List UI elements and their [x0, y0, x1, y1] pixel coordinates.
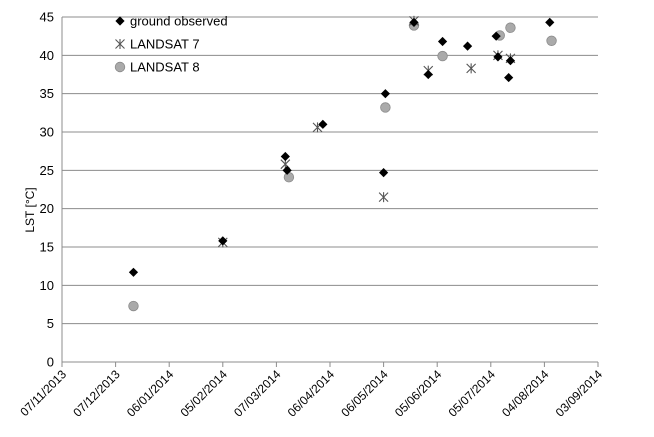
data-point [318, 119, 328, 129]
data-point [505, 22, 516, 33]
legend-marker [115, 39, 125, 49]
data-point [437, 36, 448, 47]
data-point [378, 192, 389, 203]
y-axis-label: LST [°C] [23, 187, 37, 232]
data-point [128, 300, 139, 312]
x-tick-label: 07/03/2014 [231, 367, 284, 420]
y-tick-labels: 0 5 10 15 20 25 30 35 40 45 [40, 10, 54, 370]
data-point [379, 168, 389, 178]
data-point [545, 17, 555, 27]
data-point [423, 69, 433, 80]
x-tick-label: 06/04/2014 [285, 367, 338, 420]
y-tick-label: 20 [40, 201, 54, 216]
legend-label: ground observed [130, 14, 228, 29]
y-tick-label: 25 [40, 163, 54, 178]
data-point [462, 41, 473, 51]
x-tick-labels: 07/11/2013 07/12/2013 06/01/2014 05/02/2014… [17, 367, 605, 420]
y-tick-label: 15 [40, 240, 54, 255]
legend-entry: LANDSAT 8 [114, 60, 200, 75]
y-tick-label: 30 [40, 125, 54, 140]
y-tick-label: 10 [40, 278, 54, 293]
data-point [128, 267, 139, 277]
data-point [218, 236, 228, 246]
y-tick-label: 45 [40, 10, 54, 25]
x-tick-label: 06/05/2014 [338, 367, 391, 420]
legend-marker [115, 16, 125, 26]
legend-label: LANDSAT 7 [130, 37, 200, 52]
legend-entry: ground observed [115, 14, 228, 29]
x-tick-label: 07/12/2013 [70, 367, 123, 420]
data-point [491, 31, 501, 41]
data-point [380, 102, 391, 113]
data-point [466, 63, 477, 74]
y-tick-label: 35 [40, 86, 54, 101]
legend: ground observed LANDSAT 7 LANDSAT 8 [114, 14, 228, 75]
series-ground-observed [128, 17, 555, 277]
data-point [280, 151, 290, 162]
x-tick-label: 05/06/2014 [392, 367, 445, 420]
data-point [504, 72, 514, 83]
y-tick-label: 0 [47, 355, 54, 370]
data-point [380, 89, 390, 99]
data-point [409, 17, 419, 27]
data-point [493, 52, 503, 62]
data-points [128, 15, 557, 312]
axes [61, 17, 599, 367]
x-tick-label: 06/01/2014 [124, 367, 177, 420]
legend-label: LANDSAT 8 [130, 60, 200, 75]
x-tick-label: 07/11/2013 [17, 367, 69, 419]
gridlines [62, 16, 598, 325]
x-tick-label: 03/09/2014 [553, 367, 606, 420]
y-tick-label: 40 [40, 48, 54, 63]
legend-marker [114, 61, 126, 73]
y-tick-label: 5 [47, 316, 54, 331]
data-point [282, 165, 292, 175]
legend-entry: LANDSAT 7 [115, 37, 200, 52]
data-point [505, 56, 516, 66]
data-point [283, 172, 295, 183]
x-tick-label: 05/07/2014 [446, 367, 499, 420]
data-point [437, 50, 448, 62]
x-tick-label: 04/08/2014 [499, 367, 552, 420]
x-tick-label: 05/02/2014 [178, 367, 231, 420]
data-point [546, 35, 557, 46]
